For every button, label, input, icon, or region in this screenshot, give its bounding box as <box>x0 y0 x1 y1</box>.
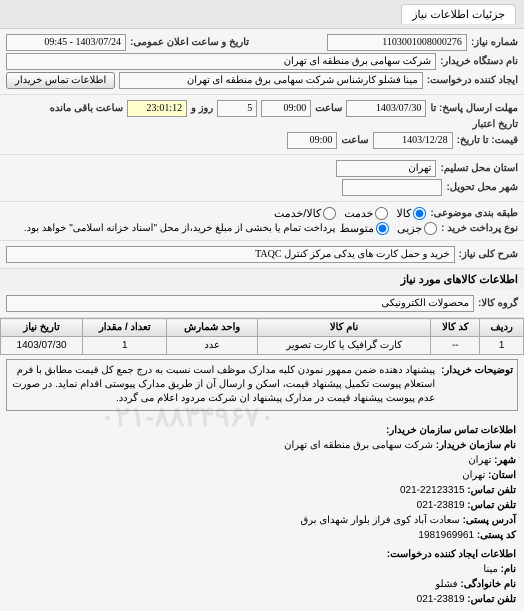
radio-goods[interactable] <box>413 207 426 220</box>
contact-fax: 23819-021 <box>417 500 465 511</box>
contact-address-label: آدرس پستی: <box>463 515 516 526</box>
tab-details[interactable]: جزئیات اطلاعات نیاز <box>401 4 516 24</box>
creator-name: مینا <box>483 564 497 575</box>
col-qty: تعداد / مقدار <box>83 319 167 337</box>
creator-field <box>119 72 422 89</box>
deadline-label: مهلت ارسال پاسخ: تا <box>430 103 518 114</box>
radio-service-label: خدمت <box>344 207 373 220</box>
table-row: 1 -- کارت گرافیک یا کارت تصویر عدد 1 140… <box>1 337 524 355</box>
deadline-time-field <box>261 100 311 117</box>
cell-row: 1 <box>480 337 524 355</box>
org-name: شرکت سهامی برق منطقه ای تهران <box>284 440 433 451</box>
contact-phone: 22123315-021 <box>400 485 465 496</box>
buyer-field <box>6 53 436 70</box>
contact-phone-label: تلفن تماس: <box>467 485 516 496</box>
radio-medium[interactable] <box>376 222 389 235</box>
org-name-label: نام سازمان خریدار: <box>436 440 516 451</box>
goods-table: ردیف کد کالا نام کالا واحد شمارش تعداد /… <box>0 318 524 355</box>
cell-qty: 1 <box>83 337 167 355</box>
city-field <box>342 179 442 196</box>
validity-time-field <box>287 132 337 149</box>
cell-code: -- <box>431 337 480 355</box>
contact-province: تهران <box>462 470 485 481</box>
classification-label: طبقه بندی موضوعی: <box>430 208 518 219</box>
creator-phone-label: تلفن تماس: <box>467 594 516 605</box>
public-datetime-label: تاریخ و ساعت اعلان عمومی: <box>130 37 249 48</box>
col-code: کد کالا <box>431 319 480 337</box>
contact-city-label: شهر: <box>494 455 516 466</box>
province-label: استان محل تسلیم: <box>440 163 518 174</box>
contact-postal-label: کد پستی: <box>477 530 516 541</box>
time-label-2: ساعت <box>341 135 368 146</box>
buyer-note-text: پیشنهاد دهنده ضمن ممهور نمودن کلیه مدارک… <box>11 364 435 406</box>
request-no-field <box>327 34 467 51</box>
radio-partial[interactable] <box>424 222 437 235</box>
validity-date-field <box>373 132 453 149</box>
cell-date: 1403/07/30 <box>1 337 83 355</box>
radio-both[interactable] <box>323 207 336 220</box>
radio-partial-label: جزیی <box>397 222 422 235</box>
request-no-label: شماره نیاز: <box>471 37 518 48</box>
remaining-field <box>127 100 187 117</box>
creator-lastname-label: نام خانوادگی: <box>460 579 516 590</box>
description-field <box>6 246 455 263</box>
col-name: نام کالا <box>257 319 430 337</box>
classification-radios: کالا خدمت کالا/خدمت <box>274 207 426 220</box>
creator-label: ایجاد کننده درخواست: <box>427 75 518 86</box>
payment-label: نوع پرداخت خرید : <box>441 223 518 234</box>
province-field <box>336 160 436 177</box>
radio-service[interactable] <box>375 207 388 220</box>
group-field <box>6 295 474 312</box>
buyer-note-label: توضیحات خریدار: <box>435 364 513 406</box>
validity-label: تاریخ اعتبار <box>473 119 518 130</box>
buyer-note-box: توضیحات خریدار: پیشنهاد دهنده ضمن ممهور … <box>6 359 518 411</box>
price-to-label: قیمت: تا تاریخ: <box>457 135 518 146</box>
cell-name: کارت گرافیک یا کارت تصویر <box>257 337 430 355</box>
cell-unit: عدد <box>167 337 257 355</box>
remaining-label: ساعت باقی مانده <box>50 103 123 114</box>
contact-postal: 1981969961 <box>418 530 474 541</box>
col-row: ردیف <box>480 319 524 337</box>
group-label: گروه کالا: <box>478 298 518 309</box>
creator-name-label: نام: <box>501 564 516 575</box>
city-label: شهر محل تحویل: <box>446 182 518 193</box>
payment-radios: جزیی متوسط <box>339 222 437 235</box>
payment-note: پرداخت تمام یا بخشی از مبلغ خرید،از محل … <box>24 223 336 234</box>
creator-lastname: فشلو <box>435 579 457 590</box>
col-unit: واحد شمارش <box>167 319 257 337</box>
col-date: تاریخ نیاز <box>1 319 83 337</box>
creator-contact-title: اطلاعات ایجاد کننده درخواست: <box>8 547 516 562</box>
days-field <box>217 100 257 117</box>
goods-section-title: اطلاعات کالاهای مورد نیاز <box>0 269 524 290</box>
org-contact-title: اطلاعات تماس سازمان خریدار: <box>8 423 516 438</box>
description-label: شرح کلی نیاز: <box>459 249 518 260</box>
days-label: روز و <box>191 103 213 114</box>
buyer-contact-button[interactable]: اطلاعات تماس خریدار <box>6 72 115 89</box>
radio-both-label: کالا/خدمت <box>274 207 321 220</box>
deadline-date-field <box>346 100 426 117</box>
contact-province-label: استان: <box>488 470 516 481</box>
public-datetime-field <box>6 34 126 51</box>
time-label-1: ساعت <box>315 103 342 114</box>
creator-phone: 23819-021 <box>417 594 465 605</box>
contact-city: تهران <box>468 455 491 466</box>
contact-fax-label: تلفن تماس: <box>467 500 516 511</box>
contact-address: سعادت آباد کوی فراز بلوار شهدای برق <box>301 515 460 526</box>
buyer-label: نام دستگاه خریدار: <box>440 56 518 67</box>
radio-goods-label: کالا <box>396 207 411 220</box>
radio-medium-label: متوسط <box>339 222 374 235</box>
